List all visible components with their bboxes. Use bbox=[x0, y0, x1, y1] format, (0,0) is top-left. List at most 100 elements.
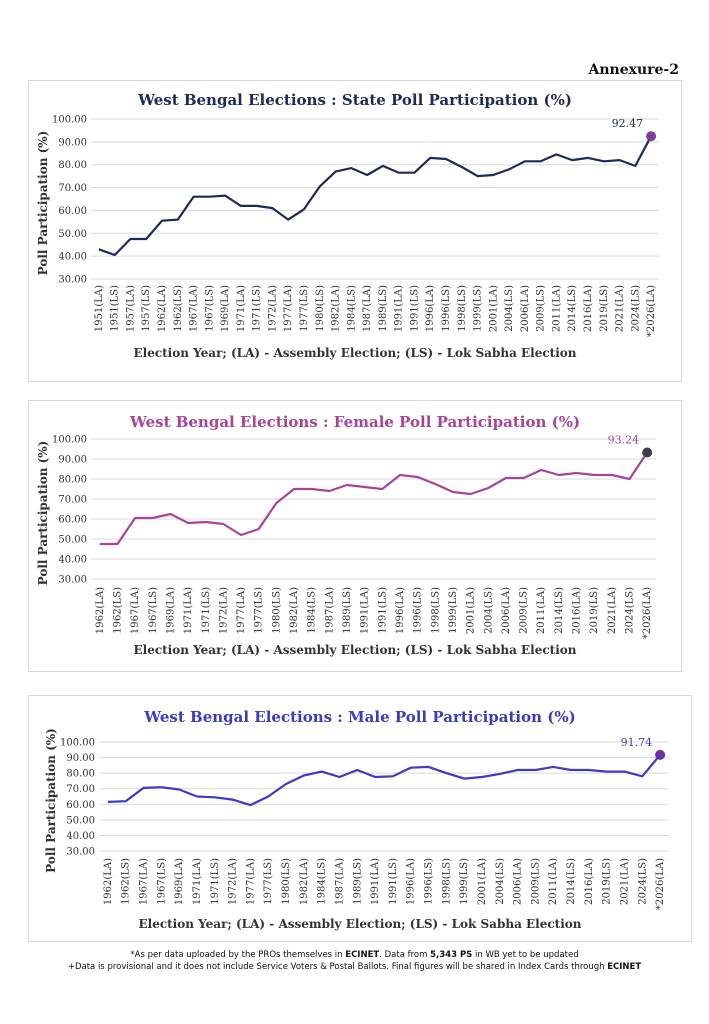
y-tick-label: 30.00 bbox=[58, 275, 87, 286]
footer-2-pre: +Data is provisional and it does not inc… bbox=[67, 962, 608, 972]
y-tick-label: 100.00 bbox=[52, 435, 87, 446]
y-tick-label: 50.00 bbox=[66, 815, 95, 826]
footer-1-bold2: 5,343 PS bbox=[430, 950, 473, 960]
x-tick-label: 2001(LA) bbox=[477, 858, 488, 905]
x-tick-label: 1962(LS) bbox=[173, 285, 184, 332]
x-tick-label: 2014(LS) bbox=[566, 858, 577, 905]
x-tick-label: 1980(LS) bbox=[281, 858, 292, 905]
last-point-label: 93.24 bbox=[608, 434, 640, 447]
last-point-marker bbox=[642, 447, 653, 458]
y-tick-label: 70.00 bbox=[58, 183, 87, 194]
x-tick-label: 2019(LS) bbox=[589, 587, 600, 634]
x-tick-label: 2016(LA) bbox=[584, 858, 595, 905]
y-tick-label: 40.00 bbox=[58, 252, 87, 263]
y-tick-label: 90.00 bbox=[58, 137, 87, 148]
y-tick-label: 90.00 bbox=[58, 455, 87, 466]
footer-1-bold1: ECINET bbox=[345, 950, 380, 960]
y-tick-label: 30.00 bbox=[66, 847, 95, 858]
x-axis-label: Election Year; (LA) - Assembly Election;… bbox=[138, 917, 581, 931]
y-tick-label: 40.00 bbox=[58, 555, 87, 566]
x-tick-label: 1971(LS) bbox=[210, 858, 221, 905]
x-tick-label: 1971(LA) bbox=[236, 285, 247, 332]
series-line bbox=[99, 451, 649, 546]
x-tick-label: 1991(LS) bbox=[377, 587, 388, 634]
x-tick-label: 1969(LA) bbox=[220, 285, 231, 332]
female-chart-panel: West Bengal Elections : Female Poll Part… bbox=[28, 400, 682, 672]
x-tick-label: 1971(LA) bbox=[183, 587, 194, 634]
y-tick-label: 30.00 bbox=[58, 575, 87, 586]
x-tick-label: 1998(LS) bbox=[457, 285, 468, 332]
y-tick-label: 70.00 bbox=[66, 784, 95, 795]
series-line bbox=[107, 754, 661, 807]
y-tick-label: 100.00 bbox=[52, 115, 87, 126]
x-tick-label: 1987(LA) bbox=[324, 587, 335, 634]
x-tick-label: 1977(LS) bbox=[263, 858, 274, 905]
x-tick-label: 1984(LS) bbox=[346, 285, 357, 332]
x-tick-label: 2004(LS) bbox=[504, 285, 515, 332]
x-tick-label: 1951(LA) bbox=[94, 285, 105, 332]
x-tick-label: 1967(LS) bbox=[204, 285, 215, 332]
x-tick-label: 1977(LS) bbox=[299, 285, 310, 332]
x-tick-label: 1989(LS) bbox=[352, 858, 363, 905]
x-tick-label: 1996(LS) bbox=[413, 587, 424, 634]
y-tick-label: 80.00 bbox=[58, 160, 87, 171]
x-tick-label: 1951(LS) bbox=[110, 285, 121, 332]
x-tick-label: 1962(LS) bbox=[112, 587, 123, 634]
male-chart: West Bengal Elections : Male Poll Partic… bbox=[44, 708, 669, 931]
y-tick-label: 60.00 bbox=[58, 515, 87, 526]
x-tick-label: 1957(LA) bbox=[125, 285, 136, 332]
chart-title: West Bengal Elections : Male Poll Partic… bbox=[143, 708, 575, 726]
x-tick-label: 2011(LA) bbox=[551, 285, 562, 332]
last-point-label: 92.47 bbox=[612, 117, 644, 130]
y-axis-label: Poll Participation (%) bbox=[44, 728, 58, 873]
y-tick-label: 40.00 bbox=[66, 831, 95, 842]
x-tick-label: 1967(LS) bbox=[156, 858, 167, 905]
x-tick-label: 1991(LA) bbox=[370, 858, 381, 905]
y-tick-label: 50.00 bbox=[58, 229, 87, 240]
chart-title: West Bengal Elections : State Poll Parti… bbox=[137, 91, 572, 109]
x-tick-label: 1996(LA) bbox=[406, 858, 417, 905]
x-tick-label: 2021(LA) bbox=[619, 858, 630, 905]
x-tick-label: 1996(LA) bbox=[425, 285, 436, 332]
x-tick-label: 2016(LA) bbox=[583, 285, 594, 332]
x-tick-label: 1962(LA) bbox=[95, 587, 106, 634]
x-tick-label: 1977(LA) bbox=[245, 858, 256, 905]
x-tick-label: 2011(LA) bbox=[548, 858, 559, 905]
female-chart: West Bengal Elections : Female Poll Part… bbox=[36, 413, 656, 657]
x-tick-label: 1967(LA) bbox=[130, 587, 141, 634]
x-tick-label: 1967(LS) bbox=[148, 587, 159, 634]
x-tick-label: 1969(LA) bbox=[165, 587, 176, 634]
state-chart: West Bengal Elections : State Poll Parti… bbox=[36, 91, 659, 360]
x-tick-label: 1999(LS) bbox=[459, 858, 470, 905]
x-tick-label: 2006(LA) bbox=[513, 858, 524, 905]
y-tick-label: 70.00 bbox=[58, 495, 87, 506]
x-tick-label: 1972(LA) bbox=[218, 587, 229, 634]
x-tick-label: 2024(LS) bbox=[637, 858, 648, 905]
x-tick-label: 1984(LS) bbox=[317, 858, 328, 905]
x-tick-label: 1969(LA) bbox=[174, 858, 185, 905]
x-tick-label: 1962(LA) bbox=[157, 285, 168, 332]
series-line bbox=[98, 135, 653, 257]
last-point-marker bbox=[655, 749, 666, 760]
male-chart-panel: West Bengal Elections : Male Poll Partic… bbox=[28, 695, 692, 942]
x-axis-label: Election Year; (LA) - Assembly Election;… bbox=[133, 643, 576, 657]
y-tick-label: 80.00 bbox=[66, 769, 95, 780]
x-tick-label: 1987(LA) bbox=[362, 285, 373, 332]
y-tick-label: 90.00 bbox=[66, 753, 95, 764]
annexure-label: Annexure-2 bbox=[588, 62, 680, 78]
x-tick-label: 1996(LS) bbox=[441, 285, 452, 332]
x-tick-label: 1977(LA) bbox=[283, 285, 294, 332]
footer-1-post: in WB yet to be updated bbox=[472, 950, 579, 960]
x-tick-label: 1984(LS) bbox=[307, 587, 318, 634]
x-tick-label: 2021(LA) bbox=[615, 285, 626, 332]
x-tick-label: 2004(LS) bbox=[495, 858, 506, 905]
x-tick-label: 1991(LS) bbox=[409, 285, 420, 332]
y-axis-label: Poll Participation (%) bbox=[36, 441, 50, 586]
x-tick-label: 1980(LS) bbox=[315, 285, 326, 332]
x-tick-label: 2024(LS) bbox=[630, 285, 641, 332]
x-tick-label: 2009(LS) bbox=[530, 858, 541, 905]
x-tick-label: 1999(LS) bbox=[448, 587, 459, 634]
x-tick-label: *2026(LA) bbox=[642, 587, 653, 639]
x-tick-label: 1977(LA) bbox=[236, 587, 247, 634]
footer-1-pre: *As per data uploaded by the PROs themse… bbox=[130, 950, 346, 960]
